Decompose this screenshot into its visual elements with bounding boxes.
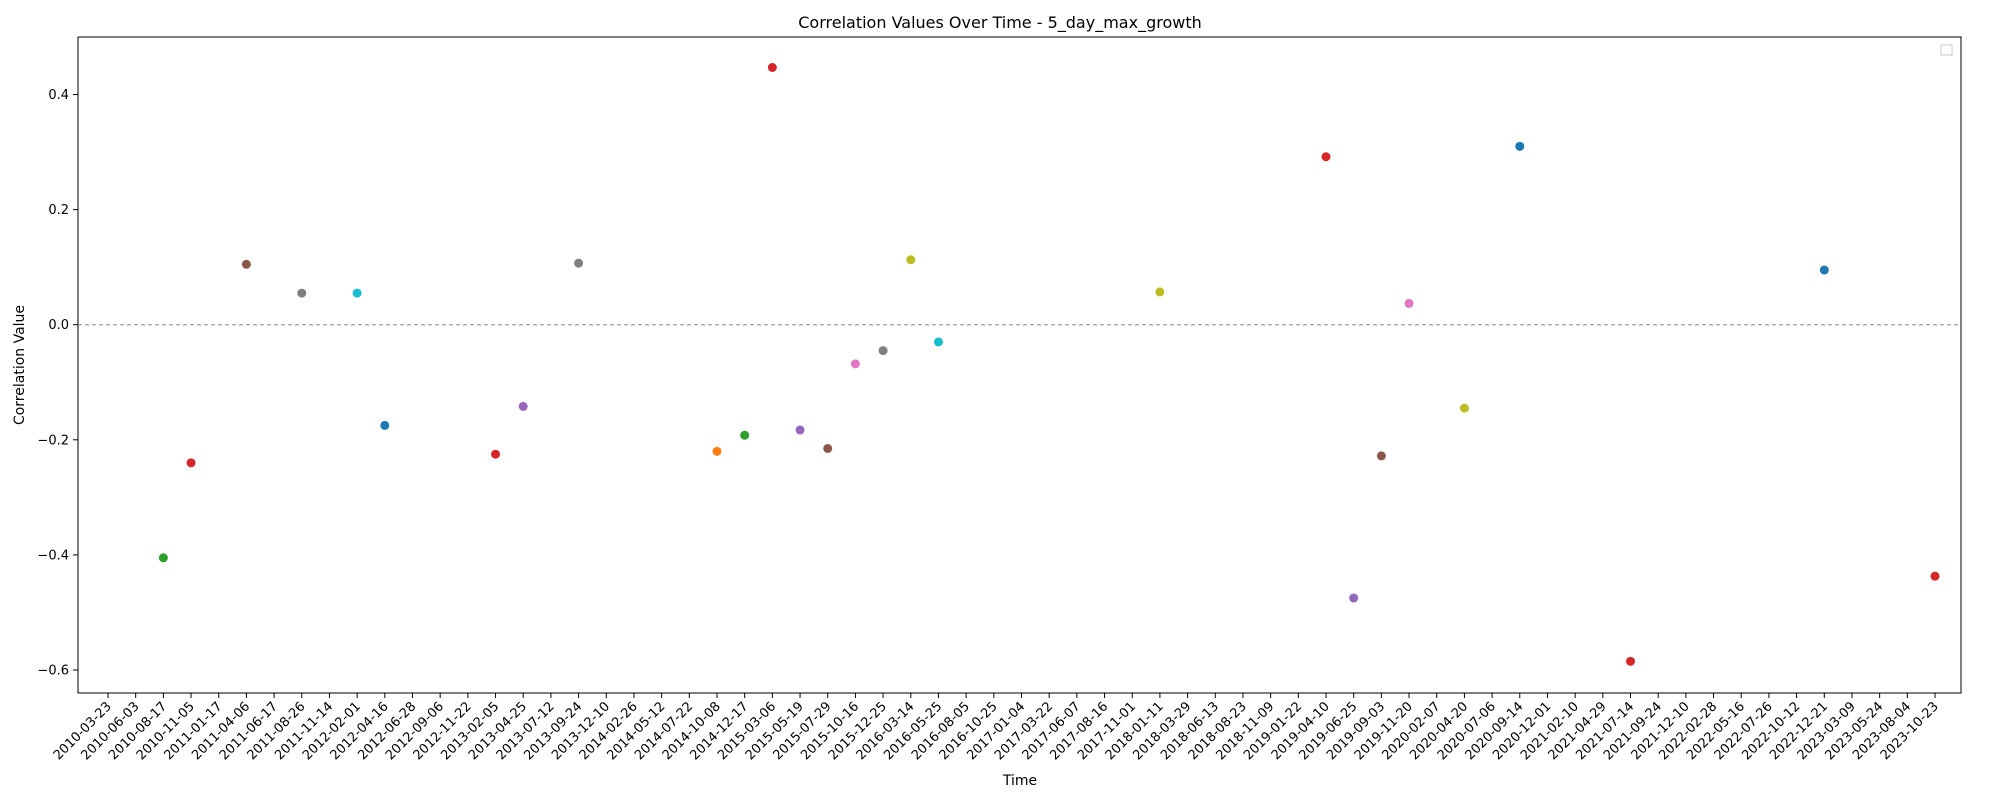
plot-area: −0.6 −0.4 −0.2 0.0 0.2 0.4 2010-03-232010-06-… (37, 36, 1962, 763)
data-point (518, 401, 528, 411)
y-tick-label: −0.2 (37, 433, 69, 448)
data-point (850, 359, 860, 369)
data-point (1349, 593, 1359, 603)
y-axis: −0.6 −0.4 −0.2 0.0 0.2 0.4 (37, 88, 78, 678)
data-point (380, 420, 390, 430)
y-tick-label: 0.0 (48, 318, 69, 333)
data-point (1515, 141, 1525, 151)
data-point (297, 288, 307, 298)
y-tick-label: 0.2 (48, 203, 69, 218)
y-tick-label: −0.6 (37, 663, 69, 678)
y-axis-label: Correlation Value (12, 305, 28, 425)
data-point (906, 255, 916, 265)
y-tick-label: −0.4 (37, 548, 69, 563)
data-point (491, 449, 501, 459)
data-point (1376, 451, 1386, 461)
data-point (352, 288, 362, 298)
x-axis-label: Time (1002, 773, 1037, 789)
data-point (712, 446, 722, 456)
data-point (1626, 656, 1635, 666)
data-point (823, 443, 833, 453)
data-point (241, 259, 251, 269)
data-point (1321, 152, 1331, 162)
data-point (1819, 265, 1829, 275)
legend-box (1940, 44, 1953, 56)
data-point (574, 258, 584, 268)
data-point (1155, 287, 1165, 297)
data-point (795, 425, 805, 435)
data-point (740, 430, 750, 440)
data-point (186, 458, 196, 468)
y-tick-label: 0.4 (48, 88, 69, 103)
chart-title: Correlation Values Over Time - 5_day_max… (798, 13, 1201, 33)
x-axis: 2010-03-232010-06-032010-08-172010-11-05… (51, 693, 1942, 763)
data-point (878, 346, 888, 356)
data-point (933, 337, 943, 347)
data-point (1930, 571, 1940, 581)
plot-frame (77, 36, 1962, 694)
data-point (1459, 403, 1469, 413)
data-points (158, 62, 1940, 666)
data-point (1404, 298, 1414, 308)
data-point (767, 62, 777, 72)
data-point (158, 553, 168, 563)
